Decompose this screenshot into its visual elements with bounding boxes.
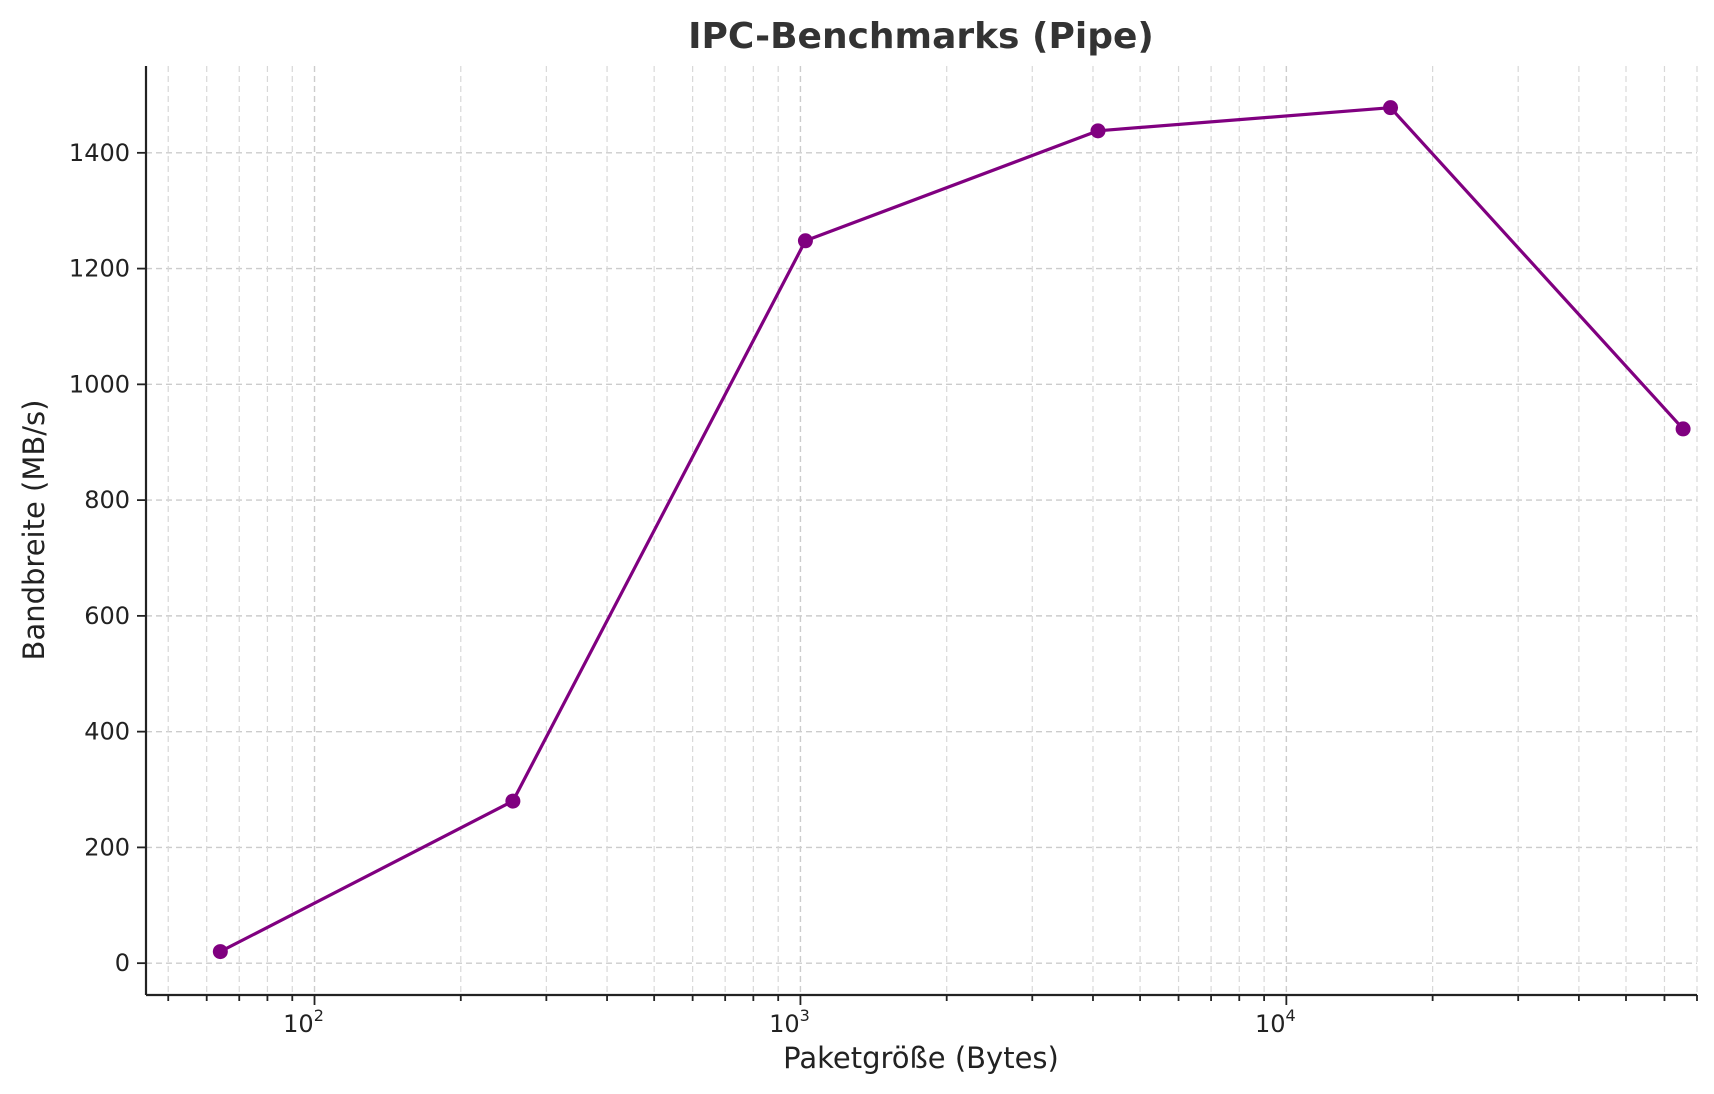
x-tick-label-base: 10 [769, 1010, 800, 1038]
y-tick-label: 1400 [69, 139, 130, 167]
data-point [797, 233, 813, 249]
y-tick-label: 600 [84, 602, 130, 630]
grid [146, 66, 1698, 995]
data-point [212, 944, 228, 960]
x-tick-label: 103 [769, 1006, 810, 1038]
y-tick-label: 400 [84, 718, 130, 746]
x-tick-label-exponent: 3 [800, 1006, 810, 1025]
data-point [1090, 123, 1106, 139]
chart-title: IPC-Benchmarks (Pipe) [688, 16, 1154, 57]
x-tick-label: 102 [283, 1006, 324, 1038]
series-line [219, 106, 1685, 954]
x-tick-label-base: 10 [283, 1010, 314, 1038]
data-point [505, 793, 521, 809]
data-point [1675, 421, 1691, 437]
x-tick-label: 104 [1255, 1006, 1296, 1038]
data-point [1383, 100, 1399, 116]
y-axis-label: Bandbreite (MB/s) [17, 400, 51, 661]
x-tick-label-base: 10 [1255, 1010, 1286, 1038]
series-layer [212, 100, 1691, 960]
y-tick-label: 800 [84, 486, 130, 514]
x-tick-label-exponent: 2 [314, 1006, 324, 1025]
x-axis-label: Paketgröße (Bytes) [783, 1041, 1059, 1075]
y-tick-label: 1200 [69, 255, 130, 283]
x-tick-label-exponent: 4 [1286, 1006, 1296, 1025]
y-tick-label: 200 [84, 833, 130, 861]
y-tick-label: 1000 [69, 370, 130, 398]
y-tick-label: 0 [115, 949, 130, 977]
